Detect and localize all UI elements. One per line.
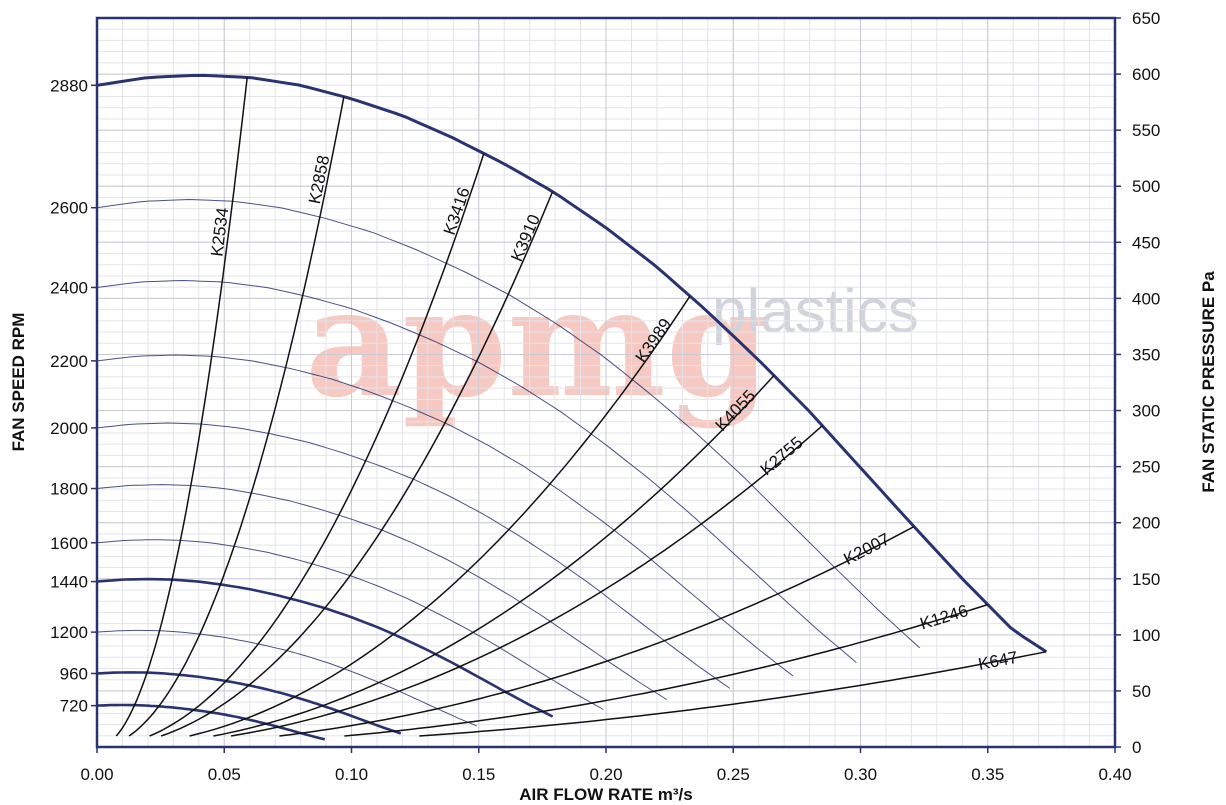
x-tick-label: 0.00 <box>80 765 113 784</box>
left-axis-title: FAN SPEED RPM <box>9 313 28 452</box>
system-curve-K3989 <box>189 295 691 737</box>
system-curve-K2534 <box>115 77 248 737</box>
system-curve-K4055 <box>213 374 775 737</box>
right-axis-title: FAN STATIC PRESSURE Pa <box>1199 271 1218 493</box>
x-tick-label: 0.30 <box>844 765 877 784</box>
x-tick-label: 0.35 <box>971 765 1004 784</box>
right-axis-ticks: 0 50 100 150 200 250 300 350 400 450 500 550 600 650 <box>1115 9 1160 757</box>
left-tick-label: 1600 <box>50 534 88 553</box>
x-axis-title: AIR FLOW RATE m³/s <box>519 785 692 804</box>
left-tick-label: 720 <box>60 697 88 716</box>
fan-curve-1800 <box>96 484 667 700</box>
x-tick-label: 0.10 <box>335 765 368 784</box>
system-curve-label: K3416 <box>440 185 474 238</box>
system-curve-label: K2755 <box>757 433 807 479</box>
right-tick-label: 150 <box>1132 570 1160 589</box>
right-tick-label: 600 <box>1132 65 1160 84</box>
fan-curve-2880 <box>96 73 1048 653</box>
watermark-plastics: plastics <box>712 277 919 346</box>
right-tick-label: 400 <box>1132 289 1160 308</box>
system-curve-label: K2007 <box>840 529 892 568</box>
right-tick-label: 350 <box>1132 345 1160 364</box>
left-tick-label: 1200 <box>50 623 88 642</box>
left-tick-label: 2600 <box>50 199 88 218</box>
left-tick-label: 960 <box>60 664 88 683</box>
left-tick-label: 1800 <box>50 480 88 499</box>
system-curve-K3416 <box>149 153 485 737</box>
x-tick-label: 0.40 <box>1098 765 1131 784</box>
right-tick-label: 450 <box>1132 233 1160 252</box>
system-curve-K647 <box>419 650 1047 737</box>
right-tick-label: 500 <box>1132 177 1160 196</box>
left-tick-label: 2200 <box>50 352 88 371</box>
system-curve-K2755 <box>230 425 823 737</box>
system-curve-K2007 <box>279 525 915 737</box>
right-tick-label: 100 <box>1132 626 1160 645</box>
grid <box>96 17 1116 748</box>
x-tick-label: 0.15 <box>462 765 495 784</box>
right-tick-label: 0 <box>1132 738 1141 757</box>
right-tick-label: 300 <box>1132 402 1160 421</box>
system-curve-K3910 <box>160 191 554 737</box>
left-tick-label: 1440 <box>50 573 88 592</box>
x-tick-label: 0.20 <box>589 765 622 784</box>
right-tick-label: 550 <box>1132 121 1160 140</box>
system-curve-K1246 <box>344 603 988 737</box>
x-tick-label: 0.05 <box>208 765 241 784</box>
left-tick-label: 2000 <box>50 419 88 438</box>
fan-curve-2000 <box>96 422 731 689</box>
right-tick-label: 50 <box>1132 682 1151 701</box>
left-axis-ticks: 720 960 1200 1440 1600 1800 2000 2200 2400 2600 28… <box>50 76 97 716</box>
left-tick-label: 2880 <box>50 76 88 95</box>
right-tick-label: 250 <box>1132 458 1160 477</box>
system-curve-label: K2534 <box>207 207 232 258</box>
x-tick-label: 0.25 <box>717 765 750 784</box>
x-axis-ticks: 0.00 0.05 0.10 0.15 0.20 0.25 0.30 0.35 0.40 <box>80 747 1132 784</box>
system-curve-K2858 <box>128 96 345 737</box>
right-tick-label: 650 <box>1132 9 1160 28</box>
left-tick-label: 2400 <box>50 278 88 297</box>
right-tick-label: 200 <box>1132 514 1160 533</box>
